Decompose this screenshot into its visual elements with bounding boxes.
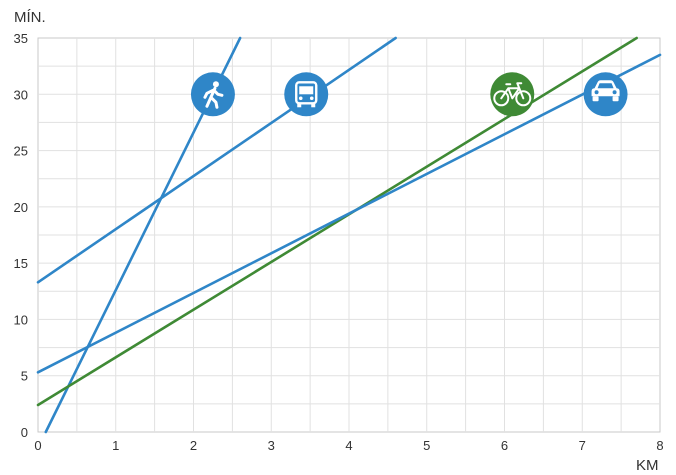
y-tick-label: 30 <box>14 87 28 102</box>
series-line-bus <box>36 36 397 284</box>
y-tick-label: 5 <box>21 369 28 384</box>
walking-person-icon <box>190 72 235 117</box>
y-tick-label: 15 <box>14 256 28 271</box>
y-axis-title: MÍN. <box>14 9 46 26</box>
y-tick-label: 10 <box>14 312 28 327</box>
y-tick-label: 20 <box>14 200 28 215</box>
x-tick-label: 2 <box>190 438 197 453</box>
x-axis-title: KM <box>636 457 659 474</box>
car-icon <box>583 72 628 117</box>
x-tick-label: 4 <box>345 438 352 453</box>
bicycle-icon <box>490 72 535 117</box>
series-line-bicycle <box>36 36 638 407</box>
x-tick-label: 0 <box>34 438 41 453</box>
x-tick-label: 5 <box>423 438 430 453</box>
tick-labels: 0 1 2 3 4 5 6 7 8 0 5 10 15 20 25 30 35 <box>14 31 664 453</box>
y-tick-label: 35 <box>14 31 28 46</box>
bus-icon <box>284 72 329 117</box>
x-tick-label: 6 <box>501 438 508 453</box>
series-line-car <box>36 53 662 374</box>
x-tick-label: 8 <box>656 438 663 453</box>
x-tick-label: 1 <box>112 438 119 453</box>
x-tick-label: 3 <box>268 438 275 453</box>
y-tick-label: 0 <box>21 425 28 440</box>
x-tick-label: 7 <box>579 438 586 453</box>
y-tick-label: 25 <box>14 144 28 159</box>
series-markers <box>190 72 628 117</box>
